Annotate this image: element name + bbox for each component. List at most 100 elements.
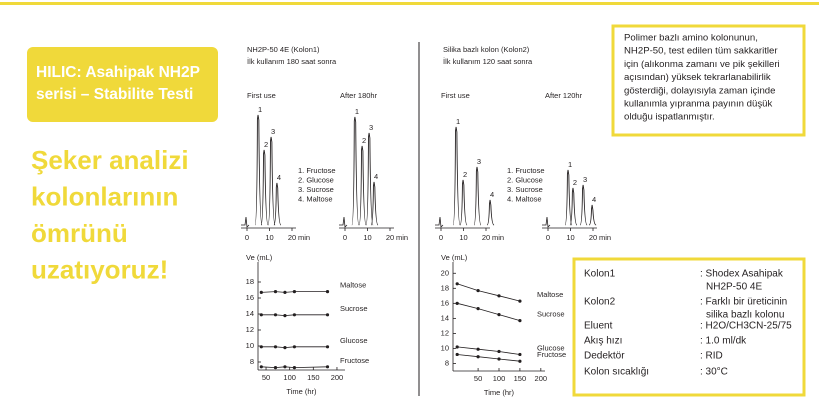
spec-value: NH2P-50 4E [706, 282, 762, 293]
chromatogram-title: First use [441, 91, 470, 100]
x-tick-label: 150 [514, 374, 527, 383]
top-rule [0, 2, 819, 5]
data-point [283, 346, 287, 350]
panel-heading: İlk kullanım 120 saat sonra [443, 57, 533, 66]
peak [486, 199, 495, 226]
data-point [292, 345, 297, 349]
spec-value: : 1.0 ml/dk [700, 336, 747, 347]
peak [260, 149, 269, 226]
spec-label: Eluent [584, 321, 613, 332]
y-tick-label: 8 [250, 357, 254, 366]
peak-label: 3 [583, 175, 587, 184]
spec-value: silika bazlı kolonu [706, 310, 784, 321]
note-text: olduğu ispatlanmıştır. [624, 112, 715, 123]
data-point [292, 313, 297, 317]
data-point [518, 352, 522, 357]
peak [254, 114, 263, 226]
peak-label: 4 [277, 173, 281, 182]
data-point [273, 366, 278, 370]
x-tick-label: 10 [265, 233, 273, 242]
data-point [273, 345, 278, 349]
x-tick-label: 100 [493, 374, 506, 383]
x-tick-label: 200 [535, 374, 548, 383]
peak-label: 2 [463, 170, 467, 179]
peak-legend: 3. Sucrose [507, 185, 543, 194]
series-line [457, 283, 520, 302]
peak-label: 3 [477, 157, 481, 166]
series-line [457, 302, 521, 321]
peak-legend: 3. Sucrose [298, 185, 334, 194]
y-tick-label: 10 [441, 343, 449, 352]
y-tick-label: 14 [246, 309, 254, 318]
data-point [455, 352, 459, 357]
data-point [259, 290, 263, 294]
y-tick-label: 18 [441, 283, 449, 292]
x-axis-title: Time (hr) [286, 387, 317, 396]
x-tick-label: 200 [331, 373, 344, 382]
peak [351, 116, 360, 226]
data-point [325, 290, 330, 294]
peak-legend: 1. Fructose [507, 166, 545, 175]
series-label: Fructose [537, 350, 566, 359]
banner [27, 47, 218, 122]
data-point [259, 345, 263, 349]
x-tick-label: 20 [386, 233, 394, 242]
note-text: gösterdiği, dolayısıyla zaman içinde [624, 85, 775, 96]
data-point [497, 357, 501, 361]
data-point [325, 365, 330, 369]
x-tick-label: 10 [459, 233, 467, 242]
series-label: Maltose [340, 281, 366, 290]
peak-label: 3 [369, 123, 373, 132]
peak-label: 2 [573, 178, 577, 187]
x-tick-label: 150 [307, 373, 320, 382]
peak-legend: 2. Glucose [298, 175, 334, 184]
peak [365, 132, 374, 226]
x-axis-title: min [396, 233, 408, 242]
note-box [611, 24, 806, 137]
solvent-dip [542, 216, 551, 228]
spec-box [572, 257, 806, 397]
peak-label: 4 [490, 190, 494, 199]
x-tick-label: 50 [262, 373, 270, 382]
panel-heading: İlk kullanım 180 saat sonra [247, 57, 337, 66]
y-tick-label: 20 [441, 268, 449, 277]
peak [267, 136, 276, 226]
x-tick-label: 0 [546, 233, 550, 242]
headline: Şeker analizi [31, 145, 189, 175]
data-point [476, 347, 480, 351]
spec-value: : H2O/CH3CN-25/75 [700, 321, 792, 332]
banner-title: HILIC: Asahipak NH2P [36, 64, 200, 81]
y-axis-title: Ve (mL) [441, 253, 468, 262]
peak-label: 3 [271, 127, 275, 136]
data-point [518, 299, 522, 303]
spec-label: Kolon sıcaklığı [584, 367, 649, 378]
peak-legend: 2. Glucose [507, 175, 543, 184]
spec-label: Kolon1 [584, 269, 616, 280]
note-text: NH2P-50, test edilen tüm sakkaritler [624, 46, 778, 57]
peak [564, 169, 573, 226]
peak [452, 126, 461, 226]
data-point [273, 313, 278, 317]
data-point [283, 314, 287, 318]
solvent-dip [435, 216, 444, 228]
peak-label: 2 [264, 140, 268, 149]
data-point [325, 313, 330, 317]
peak-label: 1 [568, 160, 572, 169]
note-text: açısından) yüksek tekrarlanabilirlik [624, 72, 771, 83]
x-tick-label: 20 [288, 233, 296, 242]
spec-value: : Shodex Asahipak [700, 269, 784, 280]
data-point [455, 301, 459, 305]
data-point [259, 365, 263, 369]
x-tick-label: 0 [245, 233, 249, 242]
data-point [455, 345, 459, 349]
spec-value: : 30°C [700, 367, 728, 378]
data-point [259, 313, 263, 317]
x-tick-label: 50 [474, 374, 482, 383]
x-axis-title: min [492, 233, 504, 242]
series-label: Maltose [537, 290, 563, 299]
note-text: için (alıkonma zamanı ve pik şekilleri [624, 59, 780, 70]
peak [579, 184, 588, 226]
data-point [497, 313, 501, 317]
peak-legend: 4. Maltose [298, 194, 333, 203]
solvent-dip [241, 216, 250, 228]
